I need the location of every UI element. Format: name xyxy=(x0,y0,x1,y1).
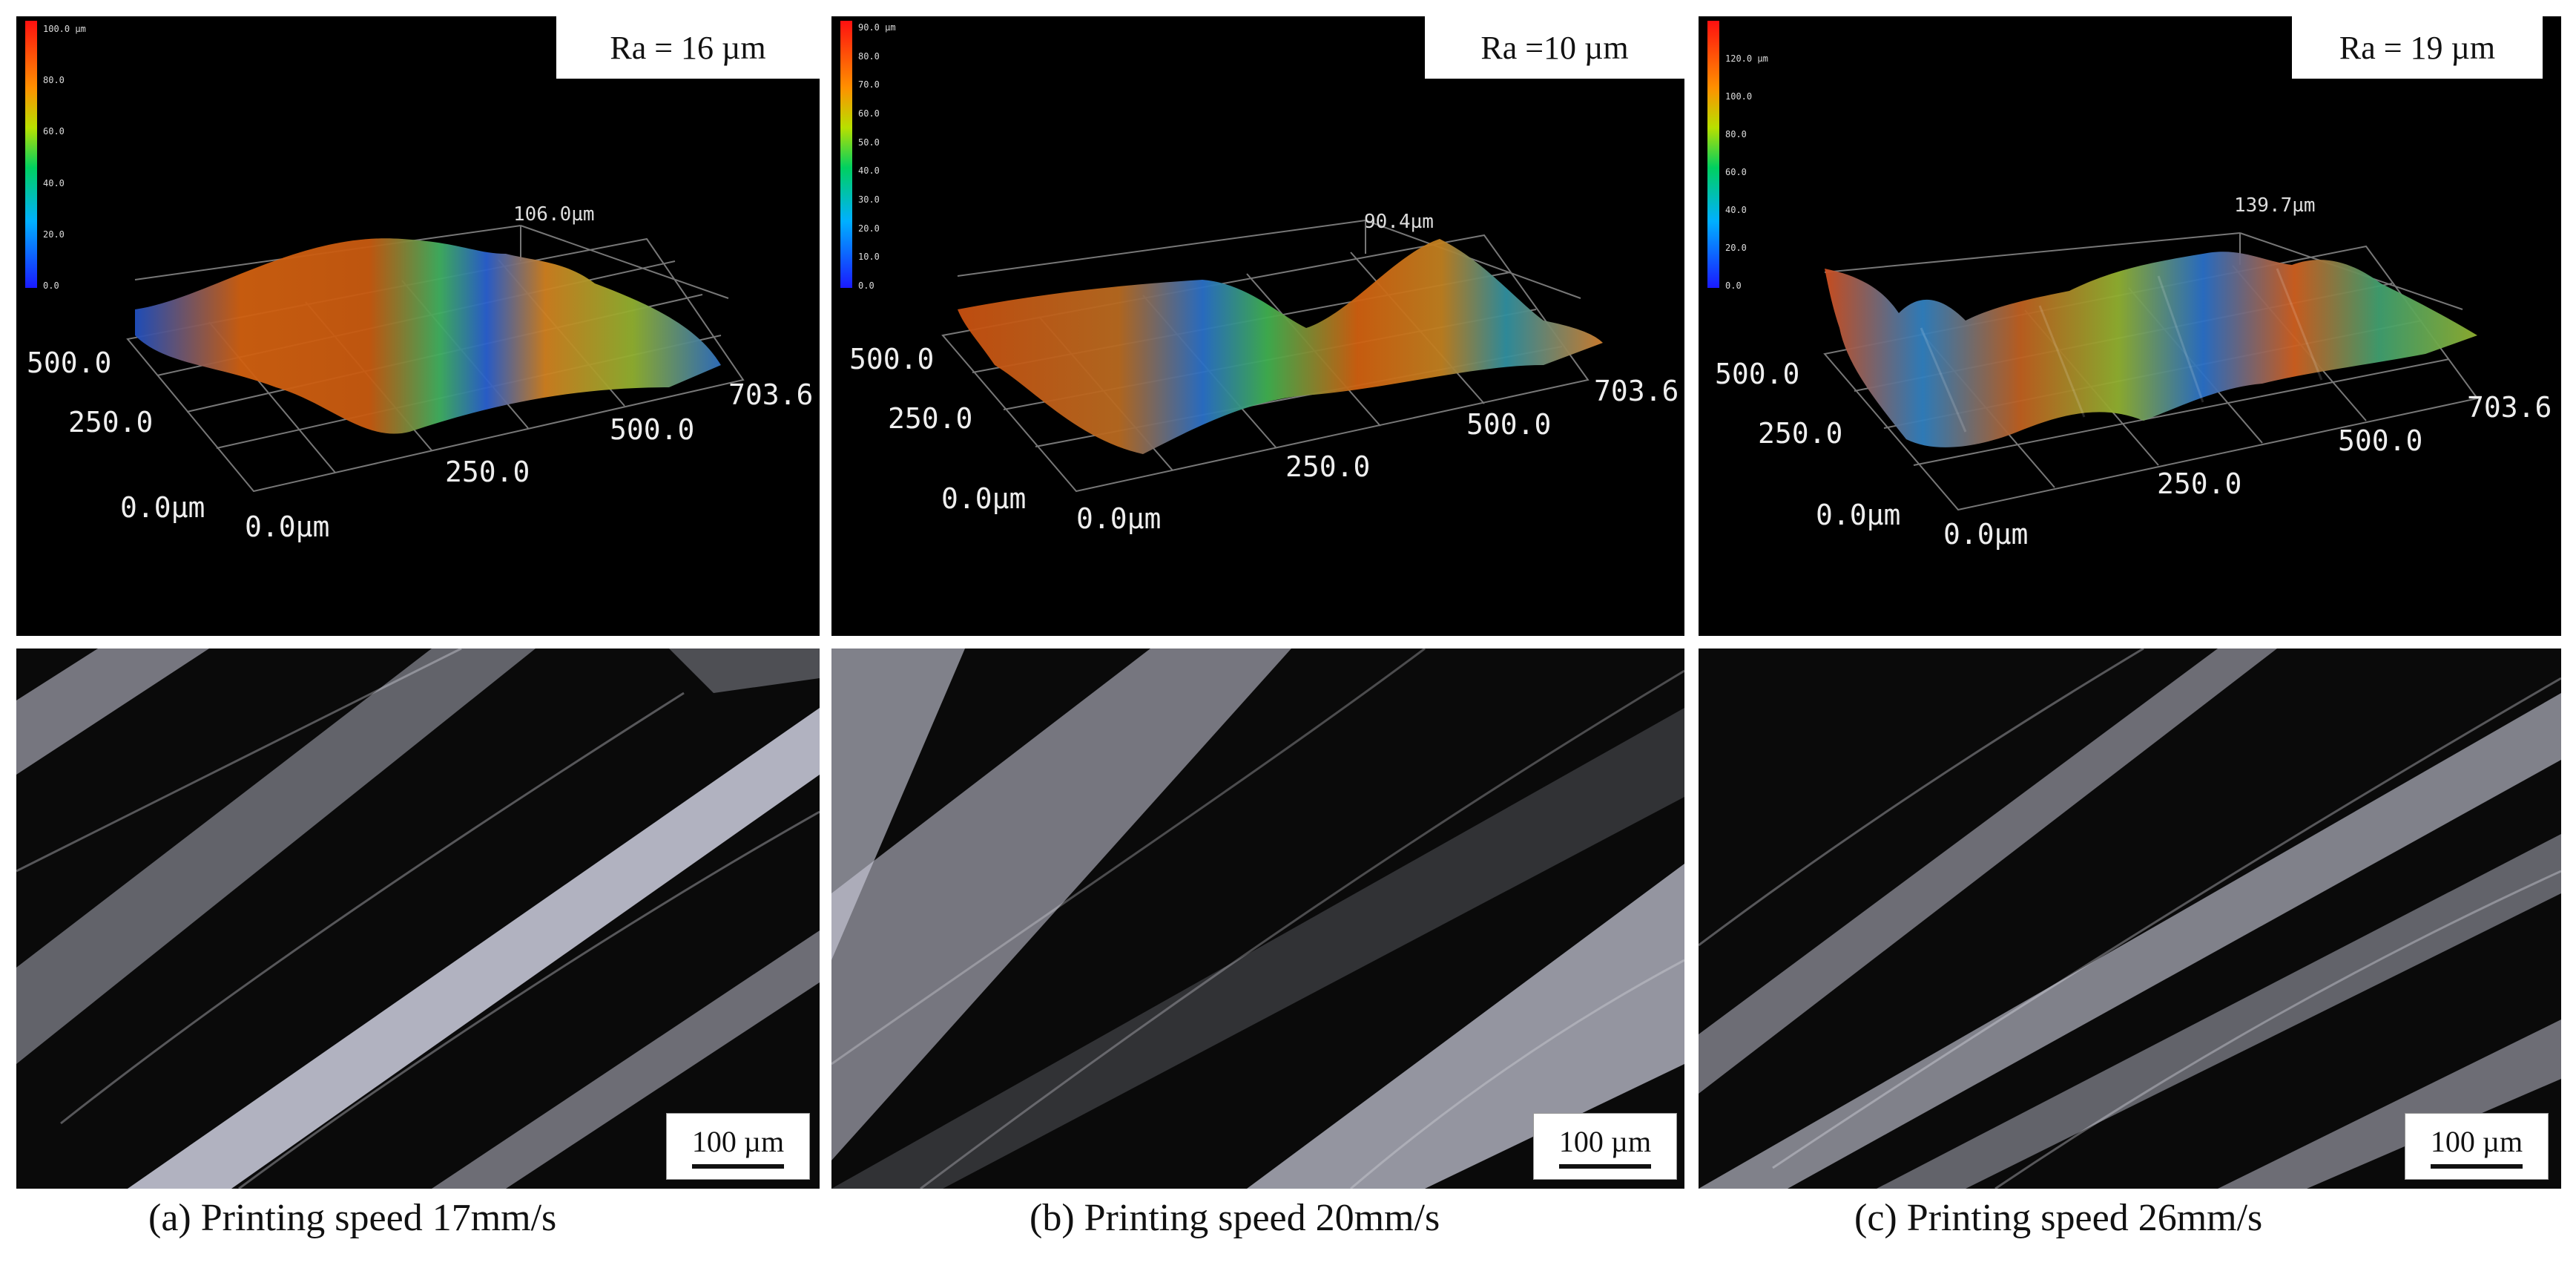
ra-value-c: Ra = 19 µm xyxy=(2292,16,2543,79)
colorbar-tick: 0.0 xyxy=(1725,280,1742,291)
micrograph-image-c xyxy=(1699,649,2561,1189)
scale-bar-label: 100 µm xyxy=(1558,1125,1652,1158)
colorbar-tick: 0.0 xyxy=(858,280,874,291)
colorbar-tick: 60.0 xyxy=(858,108,880,119)
scale-bar-line xyxy=(692,1164,784,1169)
axis-x-end-c: 703.6 xyxy=(2467,391,2552,424)
peak-label-b: 90.4µm xyxy=(1364,211,1434,233)
colorbar-tick: 70.0 xyxy=(858,79,880,91)
colorbar-tick: 40.0 xyxy=(858,165,880,177)
colorbar-c xyxy=(1707,21,1719,288)
surface-plot-a xyxy=(25,21,745,493)
topography-panel-a: 100.0 µm 80.0 60.0 40.0 20.0 0.0 106.0µm… xyxy=(16,16,820,636)
surface-mesh-b xyxy=(958,239,1603,454)
axis-y-250-c: 250.0 xyxy=(1758,417,1843,450)
micrograph-panel-a: 100 µm xyxy=(16,649,820,1189)
colorbar-tick: 0.0 xyxy=(43,280,59,291)
axis-y-250-b: 250.0 xyxy=(888,402,973,435)
scale-bar-line xyxy=(2431,1164,2523,1169)
topography-panel-b: 90.0 µm 80.0 70.0 60.0 50.0 40.0 30.0 20… xyxy=(831,16,1684,636)
colorbar-ticks-c: 120.0 µm 100.0 80.0 60.0 40.0 20.0 0.0 xyxy=(1725,53,1785,291)
micrograph-panel-c: 100 µm xyxy=(1699,649,2561,1189)
colorbar-tick: 40.0 xyxy=(43,177,65,188)
colorbar-a xyxy=(25,21,37,288)
surface-plot-c xyxy=(1707,21,2479,511)
axis-origin-y-c: 0.0µm xyxy=(1816,499,1901,531)
colorbar-tick: 80.0 xyxy=(1725,129,1747,139)
axis-y-500-c: 500.0 xyxy=(1715,358,1800,390)
axis-x-250-a: 250.0 xyxy=(445,456,530,488)
micrograph-image-a xyxy=(16,649,820,1189)
colorbar-tick: 80.0 xyxy=(43,75,65,86)
axis-x-end-b: 703.6 xyxy=(1594,375,1679,407)
scale-bar-label: 100 µm xyxy=(691,1125,785,1158)
colorbar-tick: 100.0 xyxy=(1725,91,1753,102)
peak-label-a: 106.0µm xyxy=(513,203,595,226)
axis-x-500-a: 500.0 xyxy=(610,413,695,446)
ra-value-a: Ra = 16 µm xyxy=(556,16,820,79)
axis-y-500-b: 500.0 xyxy=(849,343,935,375)
caption-a: (a) Printing speed 17mm/s xyxy=(148,1197,557,1239)
colorbar-tick: 50.0 xyxy=(858,137,880,148)
topography-panel-c: 120.0 µm 100.0 80.0 60.0 40.0 20.0 0.0 1… xyxy=(1699,16,2561,636)
axis-x-500-b: 500.0 xyxy=(1466,408,1552,441)
colorbar-tick: 100.0 µm xyxy=(43,24,86,34)
colorbar-tick: 60.0 xyxy=(1725,167,1747,177)
scale-bar-b: 100 µm xyxy=(1533,1113,1677,1180)
axis-x-500-c: 500.0 xyxy=(2338,424,2423,457)
colorbar-tick: 90.0 µm xyxy=(858,22,896,33)
colorbar-tick: 60.0 xyxy=(43,126,65,137)
scale-bar-a: 100 µm xyxy=(666,1113,810,1180)
axis-origin-y-a: 0.0µm xyxy=(120,491,205,524)
colorbar-ticks-a: 100.0 µm 80.0 60.0 40.0 20.0 0.0 xyxy=(43,24,102,291)
micrograph-panel-b: 100 µm xyxy=(831,649,1684,1189)
surface-texture-c xyxy=(1920,268,2323,433)
axis-origin-x-b: 0.0µm xyxy=(1076,502,1162,535)
axis-origin-x-a: 0.0µm xyxy=(245,510,330,543)
caption-b: (b) Printing speed 20mm/s xyxy=(1030,1197,1440,1239)
colorbar-tick: 40.0 xyxy=(1725,205,1747,215)
surface-mesh-c xyxy=(1825,252,2477,447)
scale-bar-c: 100 µm xyxy=(2405,1113,2549,1180)
axis-x-250-c: 250.0 xyxy=(2157,467,2242,500)
peak-label-c: 139.7µm xyxy=(2234,194,2316,217)
colorbar-tick: 20.0 xyxy=(43,229,65,240)
axis-x-250-b: 250.0 xyxy=(1285,450,1371,483)
scale-bar-label: 100 µm xyxy=(2430,1125,2523,1158)
colorbar-tick: 20.0 xyxy=(858,223,880,234)
colorbar-ticks-b: 90.0 µm 80.0 70.0 60.0 50.0 40.0 30.0 20… xyxy=(858,22,918,291)
colorbar-tick: 30.0 xyxy=(858,194,880,205)
colorbar-tick: 10.0 xyxy=(858,252,880,263)
axis-x-end-a: 703.6 xyxy=(728,378,814,411)
surface-plot-b xyxy=(840,21,1603,493)
colorbar-tick: 80.0 xyxy=(858,50,880,62)
axis-origin-x-c: 0.0µm xyxy=(1943,518,2029,551)
caption-c: (c) Printing speed 26mm/s xyxy=(1854,1197,2263,1239)
axis-origin-y-b: 0.0µm xyxy=(941,482,1027,515)
colorbar-tick: 20.0 xyxy=(1725,243,1747,253)
surface-mesh-a xyxy=(135,238,721,434)
micrograph-image-b xyxy=(831,649,1684,1189)
ra-value-b: Ra =10 µm xyxy=(1425,16,1684,79)
colorbar-tick: 120.0 µm xyxy=(1725,53,1768,64)
axis-y-250-a: 250.0 xyxy=(68,406,154,439)
scale-bar-line xyxy=(1559,1164,1651,1169)
axis-y-500-a: 500.0 xyxy=(27,347,112,379)
colorbar-b xyxy=(840,21,852,288)
